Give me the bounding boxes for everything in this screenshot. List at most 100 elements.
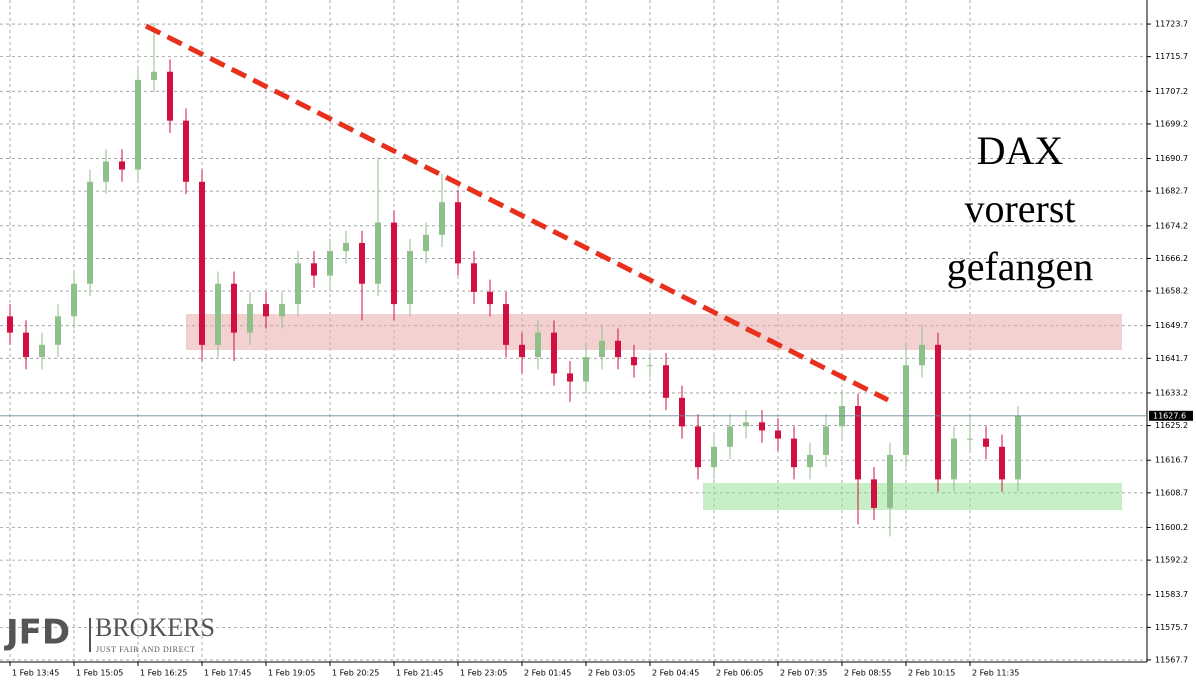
candle-body — [359, 242, 365, 284]
logo-name: JFD — [4, 613, 70, 653]
y-tick-label: 11682.7 — [1155, 187, 1188, 196]
y-tick-label: 11723.7 — [1155, 20, 1188, 29]
annotation: vorerst — [964, 186, 1075, 231]
candle-body — [951, 438, 957, 480]
x-tick-label: 2 Feb 11:35 — [972, 669, 1019, 678]
annotation: gefangen — [947, 244, 1094, 289]
candle-body — [71, 283, 77, 317]
candle-body — [887, 454, 893, 508]
candle-body — [535, 332, 541, 358]
annotation: DAX — [977, 128, 1064, 173]
candle-body — [631, 357, 637, 366]
candle-body — [407, 251, 413, 305]
x-tick-label: 1 Feb 23:05 — [460, 669, 507, 678]
y-tick-label: 11625.2 — [1155, 421, 1188, 430]
candle-body — [823, 426, 829, 455]
candle-body — [343, 242, 349, 252]
y-tick-label: 11690.7 — [1155, 154, 1188, 163]
candle-body — [855, 406, 861, 480]
candle-body — [263, 304, 269, 317]
candle-body — [583, 357, 589, 382]
y-tick-label: 11715.7 — [1155, 52, 1188, 61]
x-tick-label: 2 Feb 10:15 — [908, 669, 955, 678]
last-price-box — [1149, 410, 1193, 421]
candle-body — [423, 234, 429, 252]
candle-body — [839, 406, 845, 427]
candle-body — [455, 202, 461, 264]
candle-body — [7, 316, 13, 333]
x-tick-label: 1 Feb 13:45 — [12, 669, 59, 678]
candle-body — [247, 304, 253, 333]
candle-body — [791, 438, 797, 468]
trend-line — [144, 23, 890, 403]
y-tick-label: 11641.7 — [1155, 354, 1188, 363]
logo-tagline: JUST FAIR AND DIRECT — [96, 645, 196, 654]
candle-body — [599, 340, 605, 358]
x-tick-label: 2 Feb 07:35 — [780, 669, 827, 678]
candle-body — [391, 222, 397, 305]
x-tick-label: 1 Feb 21:45 — [396, 669, 443, 678]
x-tick-label: 2 Feb 06:05 — [716, 669, 763, 678]
candle-body — [471, 263, 477, 292]
candle-body — [55, 316, 61, 345]
y-tick-label: 11616.7 — [1155, 456, 1188, 465]
candle-body — [615, 340, 621, 358]
candle-body — [999, 446, 1005, 480]
y-tick-label: 11583.7 — [1155, 590, 1188, 599]
candle-body — [503, 304, 509, 345]
candle-body — [39, 344, 45, 358]
candle-body — [935, 344, 941, 480]
x-tick-label: 1 Feb 15:05 — [76, 669, 123, 678]
last-price-label: 11627.6 — [1153, 411, 1186, 420]
candle-body — [647, 365, 653, 367]
candle-body — [167, 71, 173, 121]
candle-body — [567, 373, 573, 382]
candle-body — [519, 344, 525, 358]
logo-brand: BROKERS — [95, 613, 215, 642]
y-tick-label: 11699.2 — [1155, 119, 1188, 128]
x-tick-label: 2 Feb 08:55 — [844, 669, 891, 678]
candle-body — [487, 291, 493, 305]
x-tick-label: 1 Feb 20:25 — [332, 669, 379, 678]
candle-body — [743, 422, 749, 427]
candle-body — [711, 446, 717, 468]
candle-body — [103, 161, 109, 182]
candle-body — [727, 426, 733, 447]
candle-body — [231, 283, 237, 333]
candle-body — [903, 365, 909, 455]
x-tick-label: 2 Feb 04:45 — [652, 669, 699, 678]
candle-body — [663, 365, 669, 398]
x-tick-label: 2 Feb 03:05 — [588, 669, 635, 678]
candle-body — [695, 426, 701, 468]
y-tick-label: 11600.2 — [1155, 523, 1188, 532]
candle-body — [23, 332, 29, 358]
resistance-zone — [186, 314, 1122, 350]
candle-body — [1015, 415, 1021, 480]
y-tick-label: 11666.2 — [1155, 254, 1188, 263]
y-tick-label: 11658.2 — [1155, 287, 1188, 296]
candle-body — [967, 438, 973, 440]
candle-body — [679, 397, 685, 427]
y-tick-label: 11592.2 — [1155, 556, 1188, 565]
y-tick-label: 11649.7 — [1155, 321, 1188, 330]
x-tick-label: 1 Feb 17:45 — [204, 669, 251, 678]
x-tick-label: 2 Feb 01:45 — [524, 669, 571, 678]
candle-body — [871, 479, 877, 508]
candle-body — [439, 202, 445, 235]
candle-body — [183, 120, 189, 182]
candle-body — [295, 263, 301, 305]
candle-body — [199, 181, 205, 345]
candle-body — [919, 344, 925, 366]
candle-body — [215, 283, 221, 345]
candle-body — [807, 454, 813, 468]
y-tick-label: 11608.7 — [1155, 488, 1188, 497]
candle-body — [135, 79, 141, 170]
y-tick-label: 11633.2 — [1155, 388, 1188, 397]
support-zone — [703, 483, 1122, 510]
x-tick-label: 1 Feb 19:05 — [268, 669, 315, 678]
candle-body — [551, 332, 557, 374]
candle-body — [311, 263, 317, 276]
candle-body — [87, 181, 93, 284]
candle-body — [327, 251, 333, 276]
candle-body — [119, 161, 125, 170]
